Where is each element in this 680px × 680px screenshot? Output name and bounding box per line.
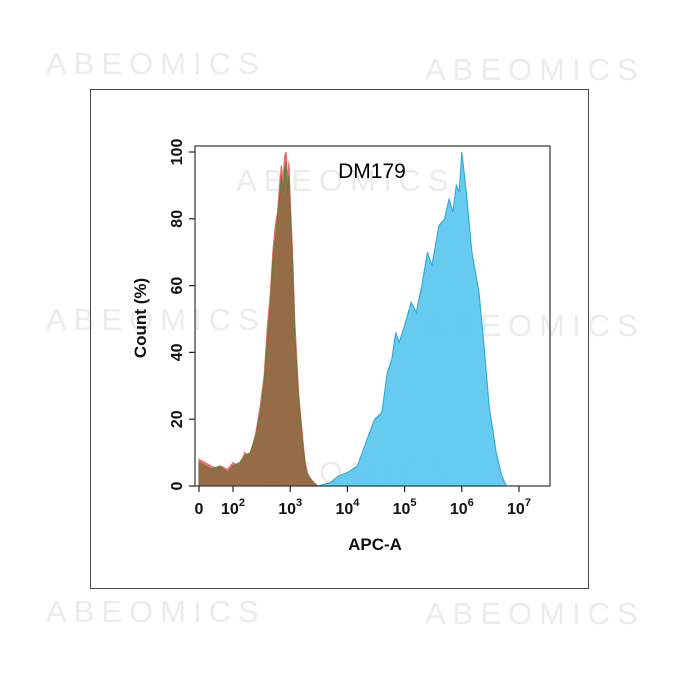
y-tick-label: 80 xyxy=(169,210,186,228)
watermark: ABEOMICS xyxy=(46,594,266,629)
watermark: ABEOMICS xyxy=(425,596,645,631)
x-tick-label: 0 xyxy=(195,501,204,518)
y-tick-label: 100 xyxy=(169,139,186,166)
y-tick-label: 60 xyxy=(169,277,186,295)
x-tick-label: 105 xyxy=(393,497,417,518)
plot-area-border xyxy=(194,145,551,487)
x-tick-label: 102 xyxy=(221,497,245,518)
x-tick-label: 106 xyxy=(450,497,474,518)
x-tick-label: 104 xyxy=(335,497,360,518)
watermark: ABEOMICS xyxy=(236,163,456,198)
y-tick-label: 0 xyxy=(169,481,186,490)
series-layer xyxy=(198,151,508,487)
watermark: ABEOMICS xyxy=(46,46,266,81)
x-tick-label: 103 xyxy=(278,497,302,518)
figure-frame xyxy=(90,89,589,589)
x-axis-label: APC-A xyxy=(348,535,402,554)
y-tick-label: 40 xyxy=(169,343,186,361)
x-tick-label: 107 xyxy=(507,497,531,518)
watermark: ABEOMICS xyxy=(425,52,645,87)
watermark: ABEOMICS xyxy=(46,302,266,337)
series-area-3 xyxy=(317,151,508,487)
chart-title: DM179 xyxy=(338,160,406,183)
series-area-2 xyxy=(198,161,319,487)
y-axis-label: Count (%) xyxy=(131,278,150,358)
axis-layer: 0 20 40 60 80 100 0 102 103 104 105 106 107 xyxy=(169,139,531,518)
y-tick-label: 20 xyxy=(169,410,186,428)
